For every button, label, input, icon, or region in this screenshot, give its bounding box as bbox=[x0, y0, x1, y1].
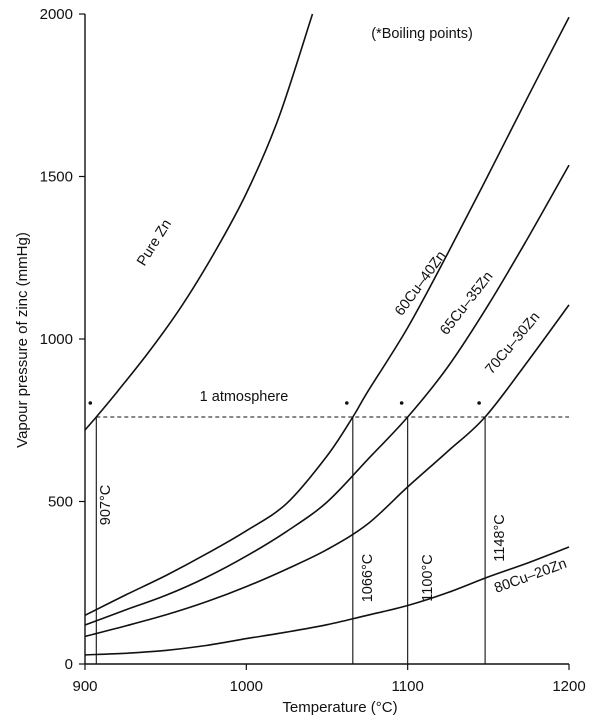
x-tick-label: 1200 bbox=[552, 678, 585, 695]
boiling-point-marker bbox=[345, 401, 349, 405]
series-label: 70Cu–30Zn bbox=[482, 309, 543, 377]
boiling-point-label: 1148°C bbox=[492, 514, 508, 561]
boiling-point-label: 907°C bbox=[98, 485, 114, 525]
series-line bbox=[84, 304, 570, 638]
y-tick-label: 2000 bbox=[40, 6, 73, 23]
one-atmosphere-label: 1 atmosphere bbox=[200, 389, 289, 405]
series-line bbox=[84, 164, 570, 626]
boiling-point-label: 1100°C bbox=[420, 554, 436, 601]
y-tick-label: 1500 bbox=[40, 169, 73, 186]
series-label: 60Cu–40Zn bbox=[392, 248, 449, 319]
boiling-point-marker bbox=[477, 401, 481, 405]
series-line bbox=[84, 546, 570, 656]
series-label: Pure Zn bbox=[134, 217, 175, 269]
x-tick-label: 1100 bbox=[392, 678, 424, 695]
boiling-points-note: (*Boiling points) bbox=[371, 26, 473, 42]
y-tick-label: 1000 bbox=[40, 331, 73, 348]
boiling-point-label: 1066°C bbox=[360, 554, 376, 603]
x-axis-title: Temperature (°C) bbox=[282, 699, 397, 716]
ticks: 0 500 1000 1500 2000 900 1000 1100 1200 bbox=[40, 6, 586, 695]
series-line bbox=[84, 13, 314, 431]
series-group bbox=[84, 13, 570, 656]
series-line bbox=[84, 16, 570, 617]
boiling-point-marker bbox=[88, 401, 93, 405]
boiling-point-marker bbox=[399, 401, 404, 405]
y-tick-label: 0 bbox=[65, 656, 73, 673]
x-tick-label: 1000 bbox=[230, 678, 263, 695]
y-tick-label: 500 bbox=[48, 494, 73, 511]
y-axis-title: Vapour pressure of zinc (mmHg) bbox=[14, 232, 31, 448]
x-tick-label: 900 bbox=[72, 678, 97, 695]
series-label: 65Cu–35Zn bbox=[437, 269, 496, 339]
reference-line-group: 1 atmosphere 907°C 1066°C 1100°C 1148°C bbox=[88, 389, 569, 664]
